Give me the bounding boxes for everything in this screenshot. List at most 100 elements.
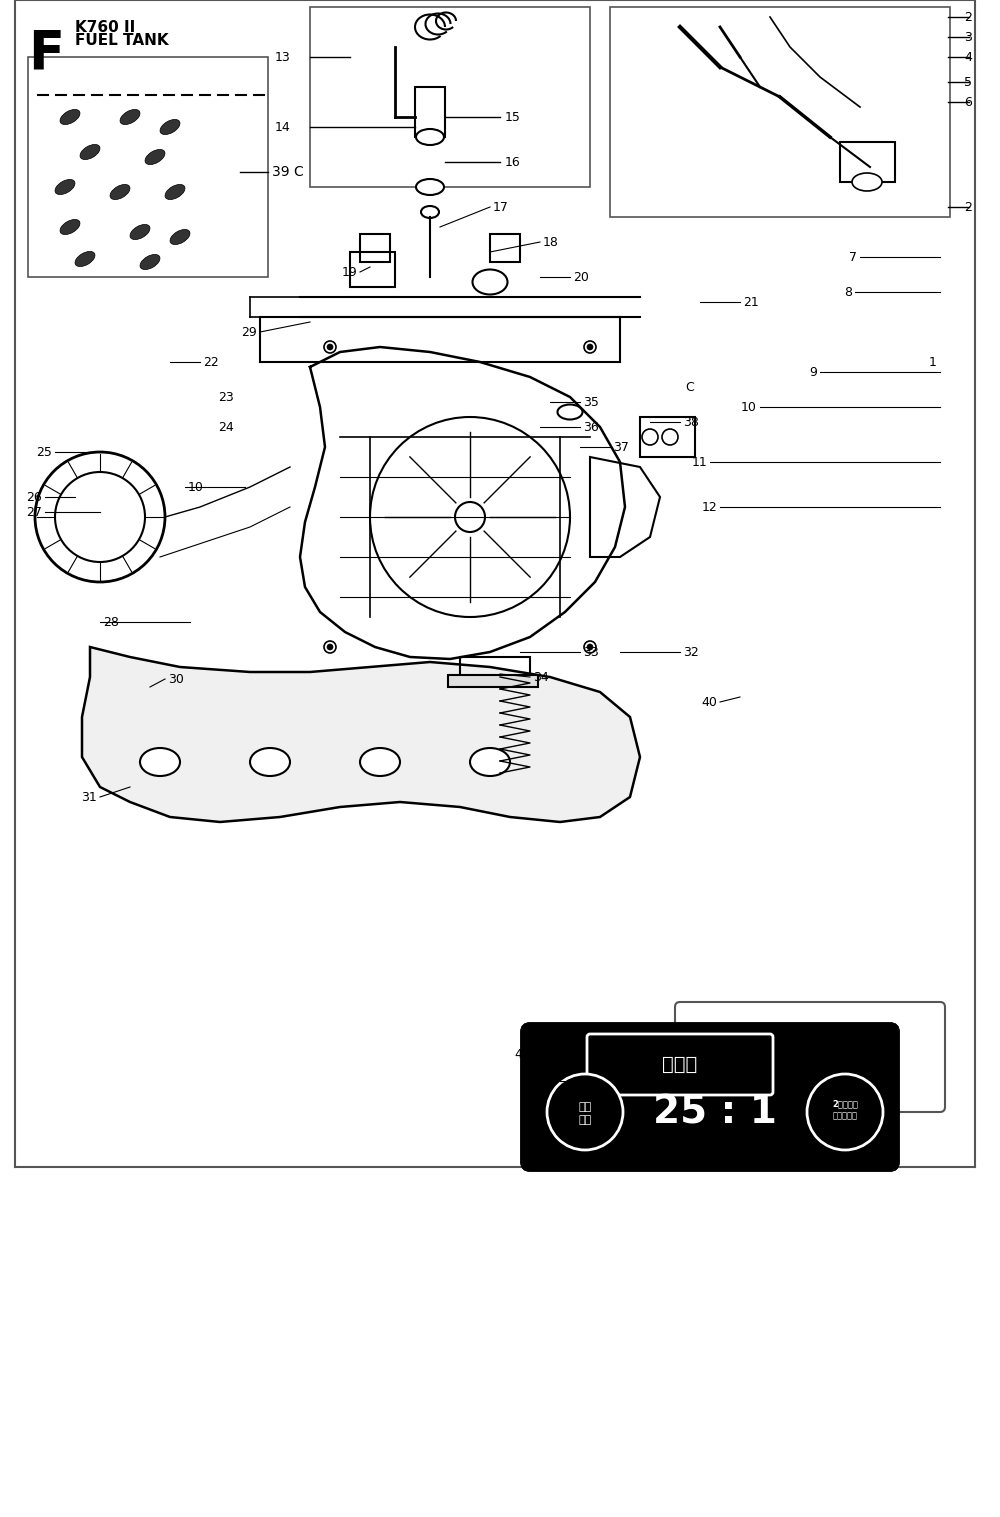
- Text: 34: 34: [533, 671, 549, 684]
- Ellipse shape: [421, 206, 439, 218]
- Text: 11: 11: [691, 455, 707, 469]
- Text: Guard: Guard: [770, 1063, 850, 1086]
- Circle shape: [327, 645, 333, 649]
- Ellipse shape: [140, 748, 180, 777]
- Circle shape: [584, 341, 596, 353]
- Text: 31: 31: [81, 790, 97, 804]
- Text: 30: 30: [168, 672, 184, 686]
- FancyBboxPatch shape: [587, 1035, 773, 1095]
- Text: 25: 25: [36, 446, 52, 458]
- Bar: [840, 143, 895, 182]
- Ellipse shape: [60, 220, 80, 235]
- Bar: [640, 417, 695, 457]
- Text: C: C: [685, 381, 694, 393]
- Text: 2サイクル: 2サイクル: [832, 1097, 858, 1106]
- Text: 40: 40: [701, 695, 717, 708]
- Circle shape: [324, 642, 336, 652]
- Text: 21: 21: [743, 296, 759, 308]
- Ellipse shape: [75, 252, 95, 267]
- Text: 28: 28: [103, 616, 119, 628]
- Circle shape: [547, 1074, 623, 1150]
- Ellipse shape: [416, 179, 444, 196]
- Bar: [310, 8, 590, 187]
- Bar: [490, 234, 520, 262]
- Text: 13: 13: [274, 50, 290, 64]
- Text: 20: 20: [573, 270, 589, 284]
- Text: 燃料は: 燃料は: [662, 1054, 698, 1074]
- Text: 15: 15: [505, 111, 521, 123]
- Text: 25 : 1: 25 : 1: [653, 1094, 777, 1132]
- Text: F: F: [28, 27, 64, 79]
- Ellipse shape: [140, 255, 160, 270]
- Ellipse shape: [360, 748, 400, 777]
- Bar: [415, 86, 445, 137]
- Ellipse shape: [60, 109, 80, 124]
- Circle shape: [587, 344, 593, 350]
- Ellipse shape: [470, 748, 510, 777]
- Text: FUEL TANK: FUEL TANK: [75, 33, 169, 49]
- Text: 38: 38: [683, 416, 699, 428]
- Text: 1: 1: [929, 355, 937, 369]
- Text: 7: 7: [849, 250, 857, 264]
- Text: 6: 6: [964, 96, 972, 109]
- Text: 8: 8: [844, 285, 852, 299]
- Text: 2: 2: [964, 11, 972, 23]
- Text: 3: 3: [964, 30, 972, 44]
- Text: ガソ: ガソ: [578, 1101, 592, 1112]
- Text: 混合オイル: 混合オイル: [832, 1112, 858, 1121]
- Ellipse shape: [145, 150, 165, 164]
- Text: 19: 19: [341, 265, 357, 279]
- Bar: [360, 234, 390, 262]
- Text: 2: 2: [964, 200, 972, 214]
- Text: 32: 32: [683, 646, 699, 658]
- Text: 25 : 1: 25 : 1: [653, 1094, 777, 1132]
- FancyBboxPatch shape: [522, 1024, 898, 1170]
- Text: 26: 26: [26, 490, 42, 504]
- Text: 12: 12: [701, 501, 717, 513]
- Circle shape: [584, 642, 596, 652]
- Circle shape: [547, 1074, 623, 1150]
- Text: リン: リン: [578, 1115, 592, 1126]
- Text: 41 ─: 41 ─: [540, 1076, 567, 1089]
- Text: 燃料は: 燃料は: [662, 1054, 698, 1074]
- Ellipse shape: [250, 748, 290, 777]
- Text: ガソ: ガソ: [578, 1101, 592, 1112]
- Text: 17: 17: [493, 200, 509, 214]
- Text: 混合オイル: 混合オイル: [832, 1109, 858, 1118]
- Ellipse shape: [416, 129, 444, 146]
- Circle shape: [642, 429, 658, 444]
- Bar: [460, 657, 530, 677]
- Ellipse shape: [160, 120, 180, 135]
- Text: Oil: Oil: [792, 1036, 828, 1059]
- FancyBboxPatch shape: [587, 1035, 773, 1095]
- Bar: [610, 8, 950, 217]
- Text: 4: 4: [964, 50, 972, 64]
- Circle shape: [662, 429, 678, 444]
- Circle shape: [587, 645, 593, 649]
- Ellipse shape: [55, 179, 75, 194]
- Text: 18: 18: [543, 235, 559, 249]
- Text: K760 II: K760 II: [75, 20, 135, 35]
- Ellipse shape: [852, 173, 882, 191]
- Polygon shape: [590, 457, 660, 557]
- Text: 10: 10: [188, 481, 204, 493]
- Ellipse shape: [80, 144, 100, 159]
- Ellipse shape: [473, 270, 508, 294]
- Text: 29: 29: [241, 326, 257, 338]
- Text: 35: 35: [583, 396, 599, 408]
- Text: 36: 36: [583, 420, 599, 434]
- Text: 37: 37: [613, 440, 629, 454]
- Text: 33: 33: [583, 646, 599, 658]
- Bar: [350, 252, 395, 287]
- Ellipse shape: [110, 185, 130, 200]
- Bar: [448, 675, 538, 687]
- Text: 23: 23: [218, 390, 234, 404]
- Ellipse shape: [130, 225, 150, 240]
- Text: 24: 24: [218, 420, 234, 434]
- Circle shape: [324, 341, 336, 353]
- Text: 9: 9: [809, 366, 817, 379]
- Circle shape: [327, 344, 333, 350]
- Text: 10: 10: [741, 400, 757, 414]
- Polygon shape: [82, 646, 640, 822]
- Text: 2サイクル: 2サイクル: [832, 1100, 858, 1109]
